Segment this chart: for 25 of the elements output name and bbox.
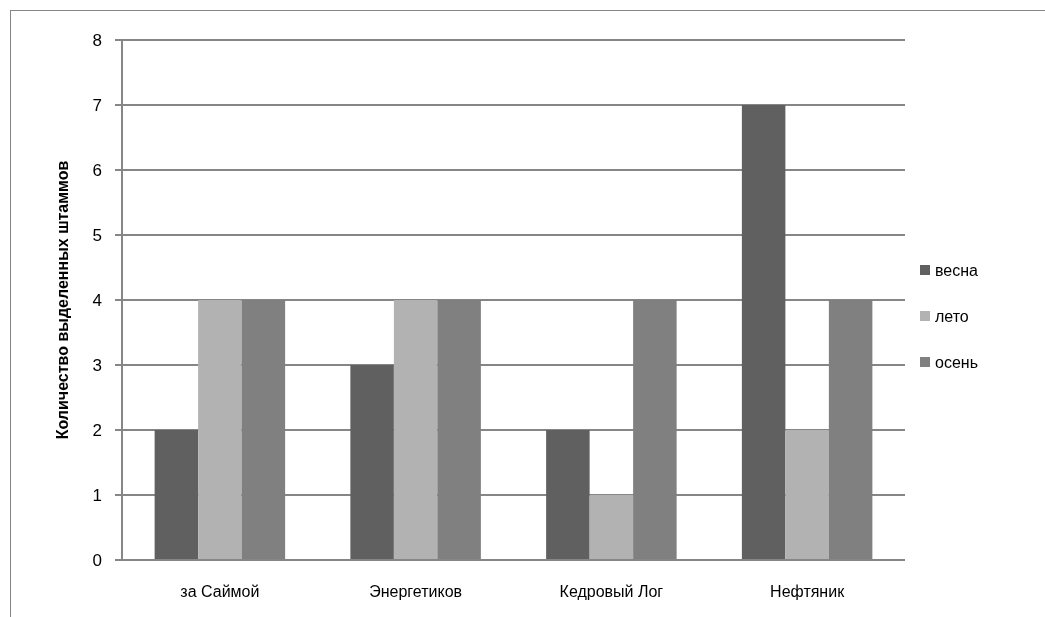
- bar: [350, 365, 394, 560]
- bar: [589, 495, 634, 560]
- bar: [741, 105, 786, 560]
- y-tick-label: 5: [92, 225, 102, 245]
- bar: [154, 430, 199, 560]
- y-tick-label: 8: [92, 30, 102, 50]
- y-axis-title: Количество выделенных штаммов: [53, 160, 71, 440]
- legend-label: весна: [935, 261, 979, 279]
- bar: [393, 300, 438, 560]
- bar: [785, 430, 829, 560]
- x-tick-label: за Саймой: [180, 582, 260, 600]
- x-tick-label: Кедровый Лог: [559, 582, 664, 600]
- y-tick-label: 1: [92, 485, 102, 505]
- legend-label: лето: [935, 307, 969, 325]
- x-tick-label: Нефтяник: [770, 582, 846, 600]
- bar: [546, 430, 590, 560]
- legend-label: осень: [935, 353, 978, 371]
- bar: [198, 300, 242, 560]
- y-tick-label: 4: [92, 290, 102, 310]
- y-tick-label: 6: [92, 160, 102, 180]
- x-tick-label: Энергетиков: [369, 582, 463, 600]
- y-tick-label: 0: [92, 550, 102, 570]
- y-tick-label: 7: [92, 95, 102, 115]
- y-tick-label: 2: [92, 420, 102, 440]
- y-tick-label: 3: [92, 355, 102, 375]
